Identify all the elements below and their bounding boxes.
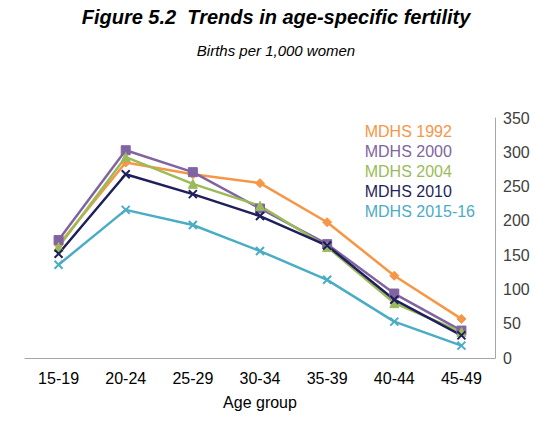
svg-text:40-44: 40-44	[374, 370, 415, 387]
svg-text:25-29: 25-29	[172, 370, 213, 387]
svg-text:150: 150	[503, 247, 530, 264]
svg-text:MDHS 2000: MDHS 2000	[365, 143, 452, 160]
svg-text:45-49: 45-49	[441, 370, 482, 387]
svg-text:Figure 5.2 Trends in age-spec: Figure 5.2 Trends in age-specific fertil…	[82, 6, 472, 28]
svg-text:0: 0	[503, 350, 512, 367]
svg-text:MDHS 2010: MDHS 2010	[365, 183, 452, 200]
svg-text:50: 50	[503, 315, 521, 332]
svg-text:100: 100	[503, 281, 530, 298]
svg-text:250: 250	[503, 178, 530, 195]
svg-text:MDHS 2015-16: MDHS 2015-16	[365, 203, 475, 220]
svg-text:15-19: 15-19	[38, 370, 79, 387]
svg-text:MDHS 2004: MDHS 2004	[365, 163, 452, 180]
svg-text:35-39: 35-39	[307, 370, 348, 387]
svg-text:Births per 1,000 women: Births per 1,000 women	[197, 42, 355, 59]
svg-text:30-34: 30-34	[240, 370, 281, 387]
svg-text:300: 300	[503, 144, 530, 161]
svg-text:MDHS 1992: MDHS 1992	[365, 123, 452, 140]
svg-text:350: 350	[503, 110, 530, 127]
svg-text:Age group: Age group	[223, 394, 297, 411]
svg-text:20-24: 20-24	[105, 370, 146, 387]
svg-text:200: 200	[503, 212, 530, 229]
